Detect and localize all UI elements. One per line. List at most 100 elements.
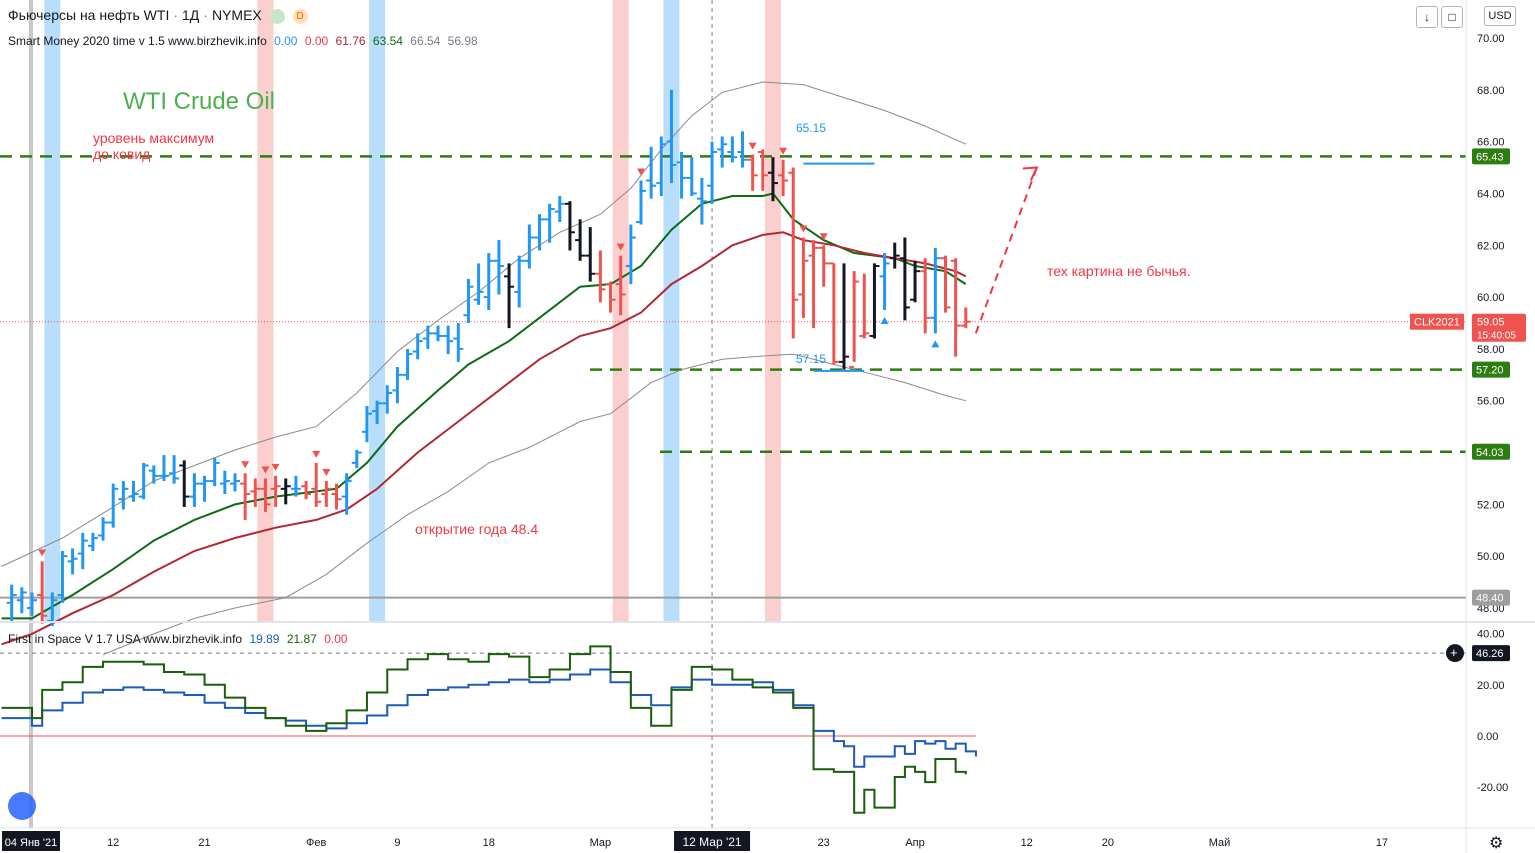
ohlc-bar bbox=[869, 263, 880, 339]
ohlc-bar bbox=[798, 237, 809, 318]
price-tick-label: 62.00 bbox=[1477, 240, 1505, 252]
ohlc-bar bbox=[57, 551, 68, 603]
ohlc-bar bbox=[595, 250, 606, 303]
ohlc-bar bbox=[341, 473, 352, 515]
ohlc-bar bbox=[493, 240, 504, 295]
last-price-label: 59.05 bbox=[1477, 317, 1505, 329]
ohlc-bar bbox=[240, 473, 251, 520]
oscillator-tick-label: 20.00 bbox=[1477, 680, 1505, 692]
ohlc-bar bbox=[534, 214, 545, 251]
ohlc-bar bbox=[382, 385, 393, 414]
ma-slow bbox=[1, 231, 967, 646]
price-tick-label: 56.00 bbox=[1477, 396, 1505, 408]
ohlc-bar bbox=[960, 307, 971, 329]
ohlc-bar bbox=[392, 367, 403, 404]
ohlc-bar bbox=[280, 478, 291, 505]
tradingview-logo-icon[interactable] bbox=[8, 792, 36, 820]
ohlc-bar bbox=[331, 483, 342, 510]
ohlc-bar bbox=[473, 263, 484, 305]
ohlc-bar bbox=[757, 149, 768, 191]
band-label-upper: 65.15 bbox=[796, 121, 826, 135]
price-tick-label: 52.00 bbox=[1477, 499, 1505, 511]
ohlc-bar bbox=[433, 325, 443, 342]
sell-signal-triangle bbox=[779, 147, 788, 155]
time-tick-label: 9 bbox=[394, 837, 400, 849]
chart-title-row: Фьючерсы на нефть WTI · 1Д · NYMEX D bbox=[8, 7, 308, 24]
time-tick-label: 12 bbox=[107, 837, 119, 849]
ohlc-bar bbox=[77, 532, 88, 570]
ohlc-bar bbox=[778, 159, 789, 197]
indicator-legend-first-in-space[interactable]: First in Space V 1.7 USA www.birzhevik.i… bbox=[8, 632, 348, 646]
ohlc-bar bbox=[230, 473, 240, 492]
time-tick-label: 23 bbox=[818, 837, 830, 849]
time-tick-label: Мар bbox=[590, 837, 612, 849]
time-tick-label: Май bbox=[1209, 837, 1231, 849]
add-level-icon bbox=[1446, 644, 1464, 663]
sell-signal-triangle bbox=[637, 168, 645, 176]
ohlc-bar bbox=[37, 561, 48, 624]
ohlc-bar bbox=[301, 481, 312, 500]
ohlc-bar bbox=[828, 262, 839, 365]
ohlc-bar bbox=[514, 255, 525, 308]
annotation-pre-covid: до ковид bbox=[93, 146, 150, 162]
ohlc-bar bbox=[818, 245, 829, 287]
ohlc-bar bbox=[118, 481, 129, 510]
level-tag-label: 48.40 bbox=[1476, 593, 1504, 605]
ohlc-bar bbox=[940, 255, 951, 313]
ohlc-bar bbox=[219, 470, 230, 494]
status-badge-o bbox=[269, 8, 285, 24]
forecast-arrow bbox=[974, 167, 1038, 334]
ohlc-bar bbox=[179, 460, 190, 507]
time-tick-label: 12 bbox=[1021, 837, 1033, 849]
sell-signal-triangle bbox=[241, 461, 250, 469]
ohlc-bar bbox=[889, 242, 900, 269]
ohlc-bar bbox=[849, 271, 860, 369]
sell-signal-triangle bbox=[819, 233, 828, 241]
symbol-title[interactable]: Фьючерсы на нефть WTI bbox=[8, 7, 170, 23]
ohlc-bar bbox=[412, 333, 423, 360]
indicator-value: 0.00 bbox=[304, 34, 329, 48]
time-cursor-tag bbox=[674, 831, 751, 851]
gear-icon[interactable]: ⚙ bbox=[1489, 835, 1504, 852]
ohlc-bar bbox=[189, 473, 200, 507]
currency-button[interactable]: USD bbox=[1484, 6, 1516, 26]
ohlc-bar bbox=[128, 481, 139, 502]
oscillator-tick-label: -20.00 bbox=[1477, 782, 1508, 794]
ohlc-bar bbox=[6, 584, 17, 621]
buy-signal-triangle bbox=[880, 317, 889, 325]
ohlc-bar bbox=[453, 323, 464, 362]
ohlc-bar bbox=[788, 167, 799, 339]
fullscreen-icon[interactable]: □ bbox=[1441, 6, 1463, 28]
indicator-legend-smart-money[interactable]: Smart Money 2020 time v 1.5 www.birzhevi… bbox=[8, 34, 478, 48]
ohlc-bar bbox=[707, 141, 718, 204]
add-level-icon-glyph: + bbox=[1450, 645, 1458, 660]
ma-fast bbox=[1, 192, 967, 620]
signal-band-red bbox=[764, 0, 781, 622]
ohlc-bar bbox=[564, 201, 575, 251]
indicator-value: 66.54 bbox=[410, 34, 441, 48]
annotation-tech-note: тех картина не бычья. bbox=[1047, 263, 1191, 279]
interval-label[interactable]: 1Д bbox=[182, 7, 200, 23]
time-tick-label: 20 bbox=[1102, 837, 1114, 849]
ohlc-bar bbox=[808, 240, 819, 329]
ohlc-bar bbox=[138, 462, 149, 500]
ohlc-bar bbox=[16, 587, 27, 614]
ohlc-bar bbox=[158, 455, 169, 482]
symbol-tag-label: CLK2021 bbox=[1414, 317, 1460, 329]
time-tick-label: Апр bbox=[905, 837, 924, 849]
level-tag-label: 57.20 bbox=[1476, 365, 1504, 377]
buy-signal-triangle bbox=[931, 340, 940, 348]
arrow-down-icon[interactable]: ↓ bbox=[1416, 6, 1438, 28]
ohlc-bar bbox=[575, 219, 586, 261]
last-price-tag bbox=[1472, 313, 1526, 342]
price-tick-label: 64.00 bbox=[1477, 188, 1505, 200]
ohlc-bar bbox=[696, 177, 707, 225]
ohlc-bar bbox=[737, 131, 748, 168]
price-tick-label: 66.00 bbox=[1477, 137, 1505, 149]
ohlc-bar bbox=[625, 224, 636, 285]
level-tag bbox=[1472, 361, 1510, 378]
level-tag bbox=[1472, 589, 1510, 606]
sell-signal-triangle bbox=[799, 225, 808, 233]
ohlc-bar bbox=[554, 196, 565, 222]
